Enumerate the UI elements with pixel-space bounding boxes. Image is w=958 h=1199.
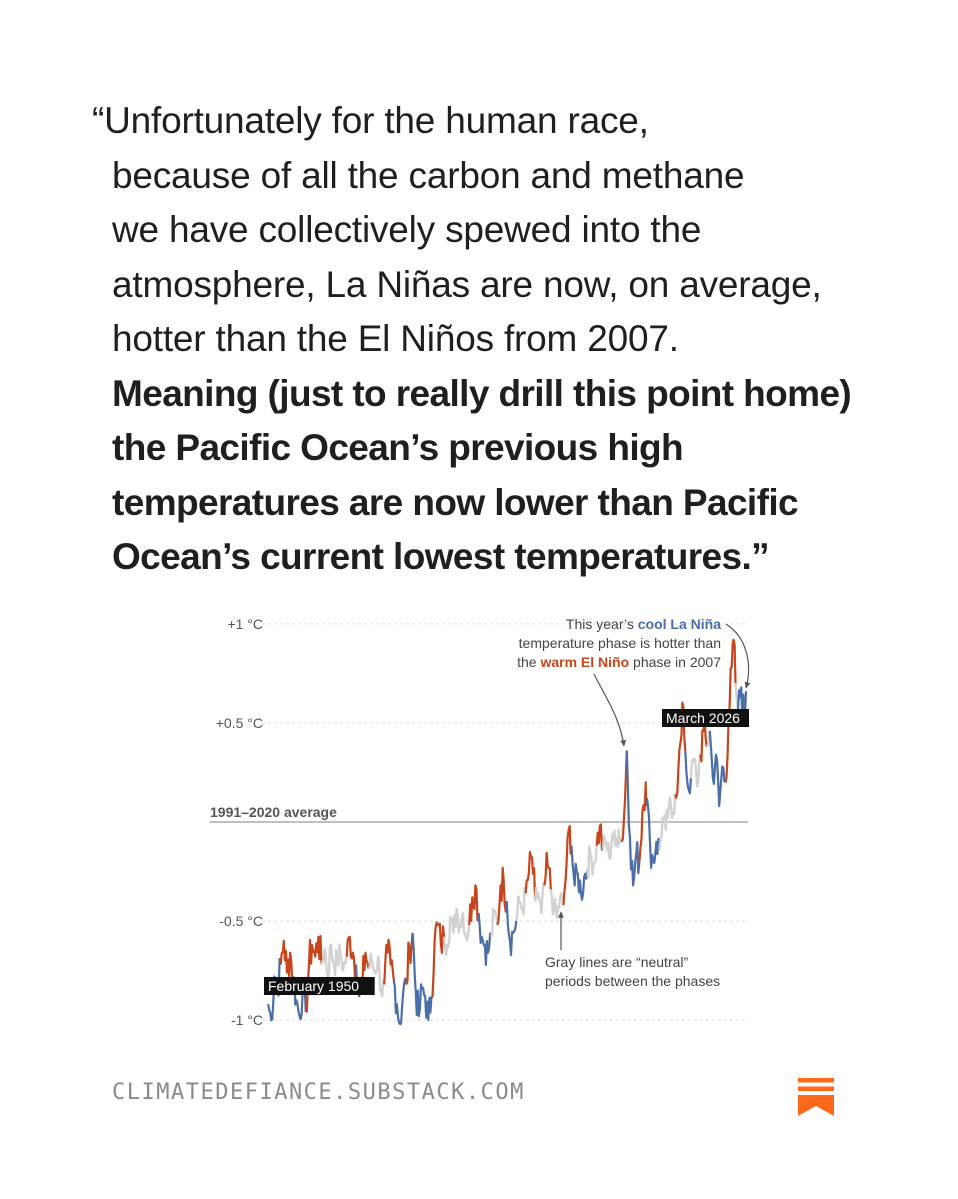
series-line-la-nina xyxy=(625,750,641,887)
end-label-box xyxy=(662,709,749,727)
series-line-el-nino xyxy=(562,824,573,906)
series-line-el-nino xyxy=(496,866,508,926)
quote-line: atmosphere, La Niñas are now, on average… xyxy=(112,263,822,305)
quote-bold-line: Meaning (just to really drill this point… xyxy=(112,372,852,414)
series-line-la-nina xyxy=(267,957,282,1022)
series-line-el-nino xyxy=(620,750,628,843)
baseline-label: 1991–2020 average xyxy=(210,804,337,820)
annotation-segment: the xyxy=(517,654,540,670)
top-annotation-line: temperature phase is hotter than xyxy=(519,635,721,651)
substack-logo-icon xyxy=(798,1078,834,1116)
series-line-el-nino xyxy=(361,951,370,985)
series-line-neutral xyxy=(489,907,499,938)
quote-block: “Unfortunately for the human race, becau… xyxy=(92,94,912,585)
series-lines xyxy=(267,638,748,1026)
series-line-la-nina xyxy=(411,932,433,1022)
annotation-segment: phase in 2007 xyxy=(629,654,721,670)
end-label-text: March 2026 xyxy=(666,710,740,726)
series-line-neutral xyxy=(549,889,565,919)
annotation-segment: cool La Niña xyxy=(638,616,721,632)
quote-bold-line: Ocean’s current lowest temperatures.” xyxy=(112,536,770,577)
series-line-el-nino xyxy=(305,935,323,1014)
series-line-neutral xyxy=(533,881,546,915)
series-line-el-nino xyxy=(638,781,648,862)
series-line-el-nino xyxy=(468,884,480,926)
end-label: March 2026 xyxy=(662,709,749,727)
quote-bold-line: the Pacific Ocean’s previous high xyxy=(112,427,684,468)
series-line-el-nino xyxy=(724,638,737,783)
quote-line: hotter than the El Niños from 2007. xyxy=(112,318,679,359)
baseline: 1991–2020 average xyxy=(210,804,748,823)
y-tick-label: +1 °C xyxy=(227,616,263,632)
footer-url[interactable]: CLIMATEDEFIANCE.SUBSTACK.COM xyxy=(112,1080,525,1105)
quote-line: “Unfortunately for the human race, xyxy=(92,100,649,141)
series-line-la-nina xyxy=(570,845,589,901)
annotation-segment: warm El Niño xyxy=(539,654,629,670)
series-line-el-nino xyxy=(405,932,414,985)
series-line-neutral xyxy=(586,845,598,879)
start-label-box xyxy=(264,977,375,995)
start-label: February 1950 xyxy=(264,977,375,995)
annotation-segment: This year’s xyxy=(566,616,638,632)
bottom-annotation-line: periods between the phases xyxy=(545,973,720,989)
series-line-la-nina xyxy=(392,977,408,1026)
series-line-neutral xyxy=(320,943,348,978)
series-line-el-nino xyxy=(279,939,295,981)
series-line-la-nina xyxy=(645,798,661,869)
top-annotation-line: This year’s cool La Niña xyxy=(566,616,721,632)
arrow-to-2007 xyxy=(593,673,627,747)
y-tick-label: +0.5 °C xyxy=(216,715,263,731)
series-line-la-nina xyxy=(505,901,518,957)
y-axis-ticks: +1 °C +0.5 °C -0.5 °C -1 °C xyxy=(216,616,263,1028)
series-line-neutral xyxy=(442,908,471,957)
quote-bold-line: temperatures are now lower than Pacific xyxy=(112,481,799,523)
annotations: February 1950 March 2026 This year’s cool … xyxy=(264,616,751,995)
series-line-neutral xyxy=(515,886,527,922)
series-line-neutral xyxy=(601,828,623,860)
series-line-el-nino xyxy=(383,938,395,985)
series-line-el-nino xyxy=(699,716,708,763)
temperature-anomaly-chart: 1991–2020 average +1 °C +0.5 °C -0.5 °C -1 … xyxy=(210,616,751,1028)
arrow-to-2026 xyxy=(725,623,751,689)
series-line-la-nina xyxy=(477,913,493,967)
start-label-text: February 1950 xyxy=(268,978,359,994)
quote-line: we have collectively spewed into the xyxy=(112,209,702,250)
y-tick-label: -0.5 °C xyxy=(219,913,263,929)
series-line-el-nino xyxy=(345,935,358,978)
series-line-neutral xyxy=(689,754,702,788)
series-line-neutral xyxy=(367,952,386,998)
series-line-el-nino xyxy=(543,851,552,890)
series-line-neutral xyxy=(658,794,677,850)
top-annotation-line: the warm El Niño phase in 2007 xyxy=(517,654,721,670)
quote-line: because of all the carbon and methane xyxy=(112,154,745,196)
y-tick-label: -1 °C xyxy=(231,1012,263,1028)
series-line-el-nino xyxy=(431,921,446,998)
bottom-annotation-line: Gray lines are “neutral” xyxy=(545,954,689,970)
series-line-el-nino xyxy=(524,851,537,902)
annotation-segment: temperature phase is hotter than xyxy=(519,635,721,651)
series-line-la-nina xyxy=(684,750,692,795)
series-line-la-nina xyxy=(708,730,727,808)
